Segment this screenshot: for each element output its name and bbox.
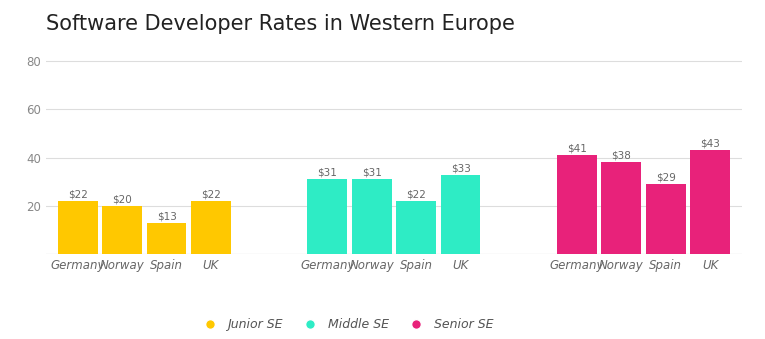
Bar bbox=[308, 179, 347, 254]
Text: $41: $41 bbox=[567, 144, 587, 154]
Bar bbox=[601, 162, 641, 254]
Text: $13: $13 bbox=[157, 212, 177, 221]
Text: $33: $33 bbox=[451, 163, 470, 173]
Text: $22: $22 bbox=[68, 190, 88, 200]
Bar bbox=[557, 155, 597, 254]
Bar bbox=[396, 201, 436, 254]
Text: $31: $31 bbox=[362, 168, 382, 178]
Text: $43: $43 bbox=[700, 139, 720, 149]
Text: $22: $22 bbox=[406, 190, 426, 200]
Legend: Junior SE, Middle SE, Senior SE: Junior SE, Middle SE, Senior SE bbox=[192, 313, 498, 336]
Bar bbox=[352, 179, 392, 254]
Bar bbox=[147, 223, 187, 254]
Text: $38: $38 bbox=[611, 151, 631, 161]
Bar bbox=[58, 201, 98, 254]
Text: $29: $29 bbox=[656, 173, 675, 183]
Text: $22: $22 bbox=[201, 190, 221, 200]
Text: Software Developer Rates in Western Europe: Software Developer Rates in Western Euro… bbox=[46, 14, 515, 34]
Bar bbox=[191, 201, 231, 254]
Text: $20: $20 bbox=[112, 195, 132, 204]
Text: $31: $31 bbox=[317, 168, 337, 178]
Bar bbox=[690, 151, 730, 254]
Bar bbox=[103, 206, 142, 254]
Bar bbox=[646, 184, 685, 254]
Bar bbox=[441, 175, 480, 254]
